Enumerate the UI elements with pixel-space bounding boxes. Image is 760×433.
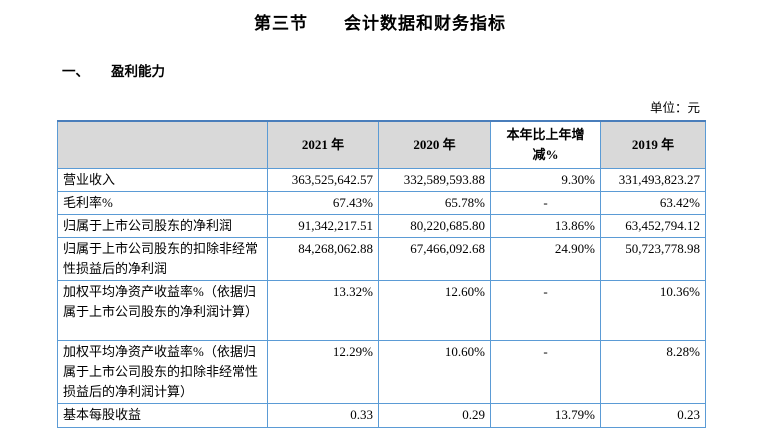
table-row: 归属于上市公司股东的净利润 91,342,217.51 80,220,685.8… (57, 213, 706, 238)
value-change: - (490, 339, 601, 404)
section-heading: 一、 盈利能力 (62, 60, 760, 80)
value-2021: 13.32% (267, 279, 379, 341)
value-2020: 67,466,092.68 (378, 236, 491, 281)
value-change: 13.79% (490, 402, 601, 428)
row-label: 基本每股收益 (57, 402, 268, 428)
value-2020: 65.78% (378, 190, 491, 215)
row-label: 加权平均净资产收益率%（依据归属于上市公司股东的扣除非经常性损益后的净利润计算） (57, 339, 268, 404)
value-2021: 67.43% (267, 190, 379, 215)
value-change: 24.90% (490, 236, 601, 281)
table-row: 基本每股收益 0.33 0.29 13.79% 0.23 (57, 402, 706, 428)
value-2020: 0.29 (378, 402, 491, 428)
row-label: 毛利率% (57, 190, 268, 215)
table-header-row: 2021 年 2020 年 本年比上年增减% 2019 年 (57, 120, 706, 169)
value-2020: 10.60% (378, 339, 491, 404)
header-2019: 2019 年 (600, 120, 706, 169)
table-row: 毛利率% 67.43% 65.78% - 63.42% (57, 190, 706, 215)
header-indicator (57, 120, 268, 169)
value-change: 9.30% (490, 167, 601, 192)
value-change: - (490, 279, 601, 341)
table-row: 归属于上市公司股东的扣除非经常性损益后的净利润 84,268,062.88 67… (57, 236, 706, 281)
unit-note: 单位：元 (649, 101, 700, 115)
value-2019: 10.36% (600, 279, 706, 341)
value-2021: 0.33 (267, 402, 379, 428)
profitability-table: 2021 年 2020 年 本年比上年增减% 2019 年 营业收入 363,5… (57, 120, 706, 428)
row-label: 营业收入 (57, 167, 268, 192)
page-title: 第三节 会计数据和财务指标 (254, 14, 506, 33)
value-2021: 91,342,217.51 (267, 213, 379, 238)
value-change: 13.86% (490, 213, 601, 238)
section-title: 盈利能力 (111, 64, 165, 79)
row-label: 归属于上市公司股东的扣除非经常性损益后的净利润 (57, 236, 268, 281)
table-row: 营业收入 363,525,642.57 332,589,593.88 9.30%… (57, 167, 706, 192)
value-2020: 80,220,685.80 (378, 213, 491, 238)
value-2020: 12.60% (378, 279, 491, 341)
table-row: 加权平均净资产收益率%（依据归属于上市公司股东的净利润计算） 13.32% 12… (57, 279, 706, 341)
header-2020: 2020 年 (378, 120, 491, 169)
row-label: 加权平均净资产收益率%（依据归属于上市公司股东的净利润计算） (57, 279, 268, 341)
value-2021: 12.29% (267, 339, 379, 404)
section-numeral: 一、 (62, 64, 89, 79)
row-label: 归属于上市公司股东的净利润 (57, 213, 268, 238)
value-2019: 63.42% (600, 190, 706, 215)
value-2021: 363,525,642.57 (267, 167, 379, 192)
value-2019: 63,452,794.12 (600, 213, 706, 238)
value-change: - (490, 190, 601, 215)
value-2019: 0.23 (600, 402, 706, 428)
table-row: 加权平均净资产收益率%（依据归属于上市公司股东的扣除非经常性损益后的净利润计算）… (57, 339, 706, 404)
header-2021: 2021 年 (267, 120, 379, 169)
value-2020: 332,589,593.88 (378, 167, 491, 192)
value-2019: 331,493,823.27 (600, 167, 706, 192)
header-yoy-change: 本年比上年增减% (490, 120, 601, 169)
value-2019: 50,723,778.98 (600, 236, 706, 281)
value-2021: 84,268,062.88 (267, 236, 379, 281)
value-2019: 8.28% (600, 339, 706, 404)
